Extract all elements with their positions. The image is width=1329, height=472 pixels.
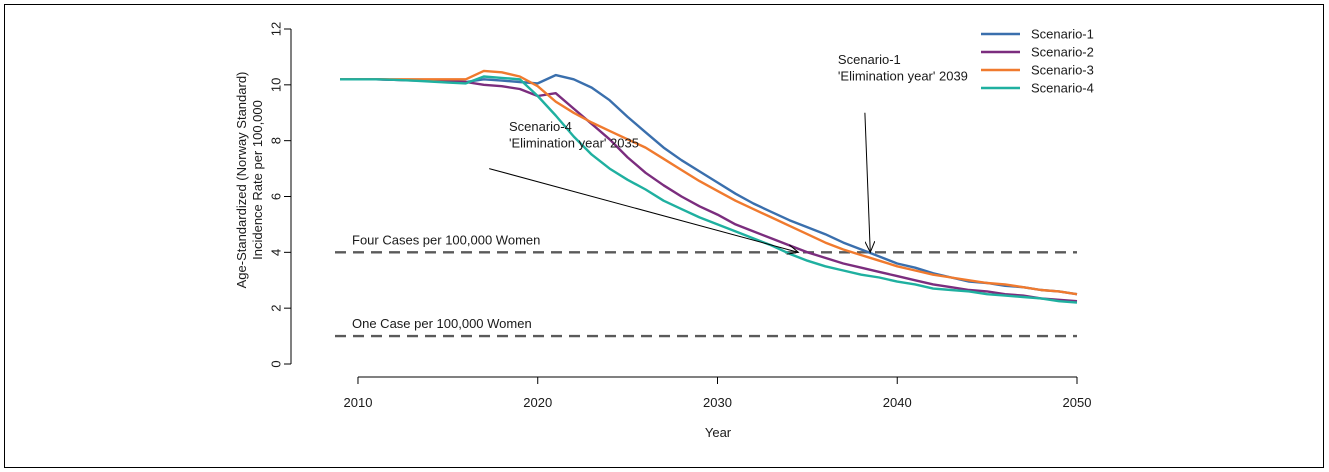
legend-label: Scenario-3 xyxy=(1031,63,1094,78)
legend-label: Scenario-2 xyxy=(1031,45,1094,60)
x-tick-label: 2020 xyxy=(523,395,552,410)
x-tick-label: 2010 xyxy=(344,395,373,410)
x-tick-label: 2040 xyxy=(883,395,912,410)
legend-label: Scenario-4 xyxy=(1031,81,1094,96)
annotations: Scenario-1 'Elimination year' 2039 Scenari… xyxy=(489,52,968,252)
y-axis-ticks: 0 2 4 6 8 10 12 xyxy=(268,22,291,368)
y-tick-label: 4 xyxy=(268,249,283,256)
y-tick-label: 10 xyxy=(268,78,283,92)
reference-line-label: Four Cases per 100,000 Women xyxy=(352,232,540,247)
legend: Scenario-1 Scenario-2 Scenario-3 Scenario-4 xyxy=(981,27,1094,96)
y-tick-label: 0 xyxy=(268,360,283,367)
reference-lines: Four Cases per 100,000 Women One Case per… xyxy=(335,232,1077,338)
annotation-subtitle: 'Elimination year' 2035 xyxy=(509,136,639,151)
series-lines xyxy=(340,69,1078,304)
y-tick-label: 2 xyxy=(268,305,283,312)
x-axis-ticks: 2010 2020 2030 2040 2050 xyxy=(344,377,1092,410)
y-axis-label-line-2: Incidence Rate per 100,000 xyxy=(250,100,265,260)
y-tick-label: 6 xyxy=(268,193,283,200)
series-line-2 xyxy=(340,78,1078,303)
y-tick-label: 12 xyxy=(268,22,283,36)
annotation-arrow xyxy=(489,168,798,253)
annotation-title: Scenario-1 xyxy=(838,52,901,67)
annotation-subtitle: 'Elimination year' 2039 xyxy=(838,69,968,84)
y-tick-label: 8 xyxy=(268,137,283,144)
annotation-title: Scenario-4 xyxy=(509,119,572,134)
figure-frame xyxy=(4,4,1324,468)
x-tick-label: 2030 xyxy=(703,395,732,410)
reference-line-label: One Case per 100,000 Women xyxy=(352,316,532,331)
series-line-3 xyxy=(340,69,1078,296)
series-line-4 xyxy=(340,75,1078,304)
x-tick-label: 2050 xyxy=(1063,395,1092,410)
legend-label: Scenario-1 xyxy=(1031,27,1094,42)
x-axis-label: Year xyxy=(705,425,732,440)
y-axis-label-line-1: Age-Standardized (Norway Standard) xyxy=(234,72,249,289)
annotation-arrow xyxy=(864,112,870,253)
